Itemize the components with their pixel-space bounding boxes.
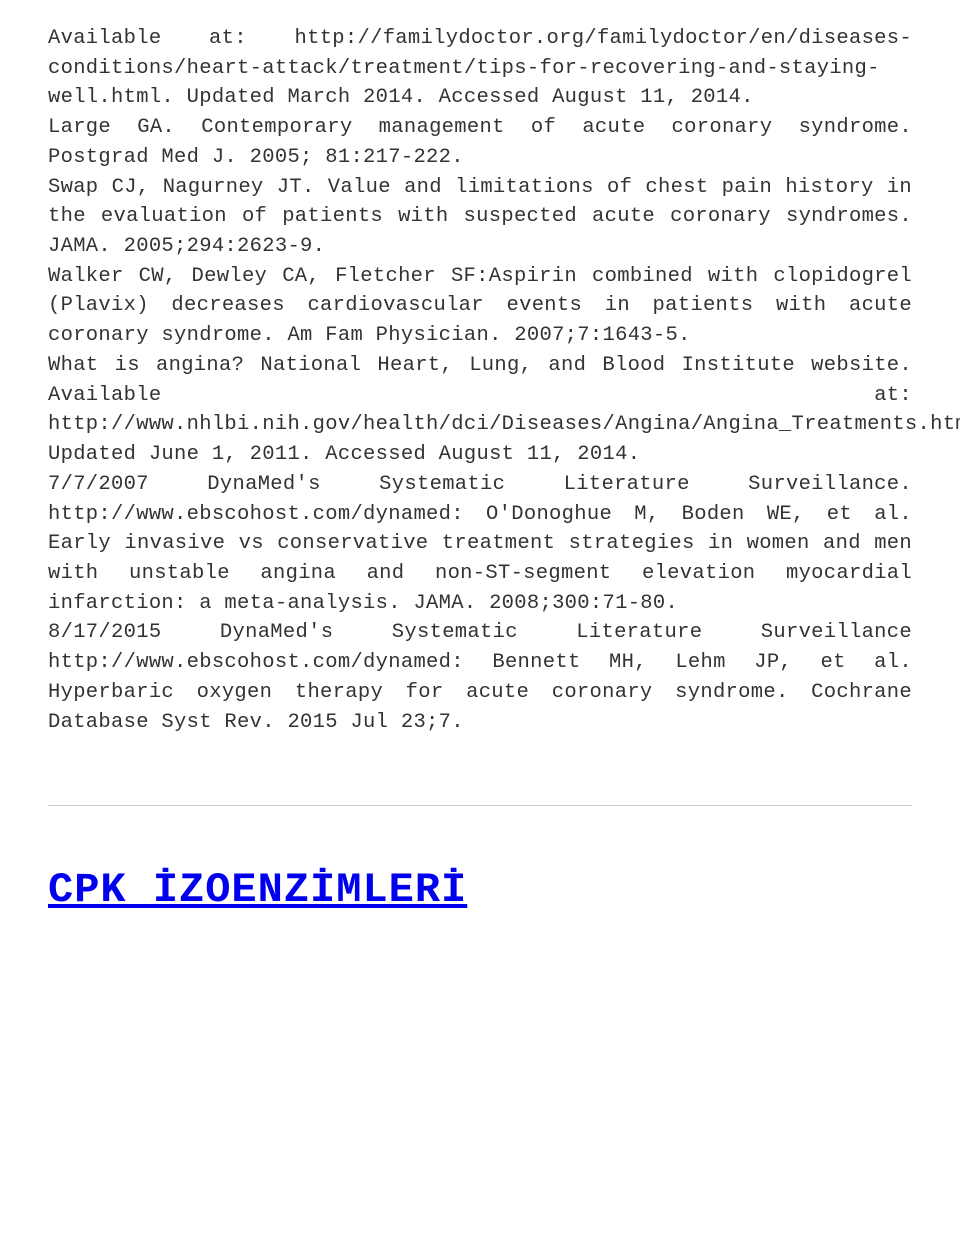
reference-paragraph: Swap CJ, Nagurney JT. Value and limitati… (48, 173, 912, 262)
reference-paragraph: 8/17/2015 DynaMed's Systematic Literatur… (48, 618, 912, 737)
reference-paragraph: Walker CW, Dewley CA, Fletcher SF:Aspiri… (48, 262, 912, 351)
references-block: Available at: http://familydoctor.org/fa… (48, 24, 912, 737)
reference-paragraph: Large GA. Contemporary management of acu… (48, 113, 912, 172)
section-divider (48, 805, 912, 806)
section-heading-link[interactable]: CPK İZOENZİMLERİ (48, 866, 467, 914)
reference-paragraph: What is angina? National Heart, Lung, an… (48, 351, 912, 470)
reference-paragraph: Available at: http://familydoctor.org/fa… (48, 24, 912, 113)
reference-paragraph: 7/7/2007 DynaMed's Systematic Literature… (48, 470, 912, 619)
